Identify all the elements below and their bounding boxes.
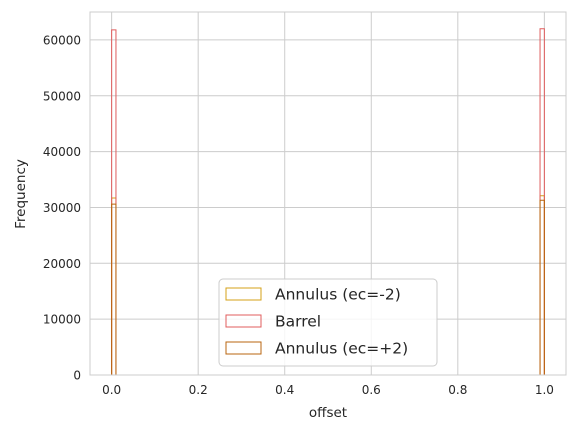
y-axis-ticks: 0 10000 20000 30000 40000 50000 60000: [43, 33, 81, 382]
x-tick-label: 0.6: [362, 383, 381, 397]
x-tick-label: 0.8: [448, 383, 467, 397]
legend-swatch: [225, 341, 262, 355]
legend-box: [218, 278, 438, 367]
y-tick-label: 50000: [43, 89, 81, 103]
x-tick-label: 0.4: [275, 383, 294, 397]
grid-lines: [90, 12, 566, 376]
y-tick-label: 30000: [43, 201, 81, 215]
legend-swatch: [225, 314, 262, 328]
y-tick-label: 60000: [43, 33, 81, 47]
y-tick-label: 40000: [43, 145, 81, 159]
legend-swatch: [225, 287, 262, 301]
y-tick-label: 20000: [43, 257, 81, 271]
legend-label: Barrel: [275, 313, 321, 331]
y-axis-label: Frequency: [13, 159, 29, 229]
x-tick-label: 0.0: [102, 383, 121, 397]
y-tick-label: 0: [73, 369, 81, 383]
x-tick-label: 1.0: [535, 383, 554, 397]
plot-frame: [89, 11, 567, 376]
x-tick-label: 0.2: [189, 383, 208, 397]
x-axis-ticks: 0.0 0.2 0.4 0.6 0.8 1.0: [102, 383, 554, 397]
legend: Annulus (ec=-2) Barrel Annulus (ec=+2): [218, 278, 438, 367]
x-axis-label: offset: [309, 405, 347, 421]
y-tick-label: 10000: [43, 313, 81, 327]
legend-label: Annulus (ec=-2): [275, 286, 401, 304]
legend-label: Annulus (ec=+2): [275, 340, 408, 358]
